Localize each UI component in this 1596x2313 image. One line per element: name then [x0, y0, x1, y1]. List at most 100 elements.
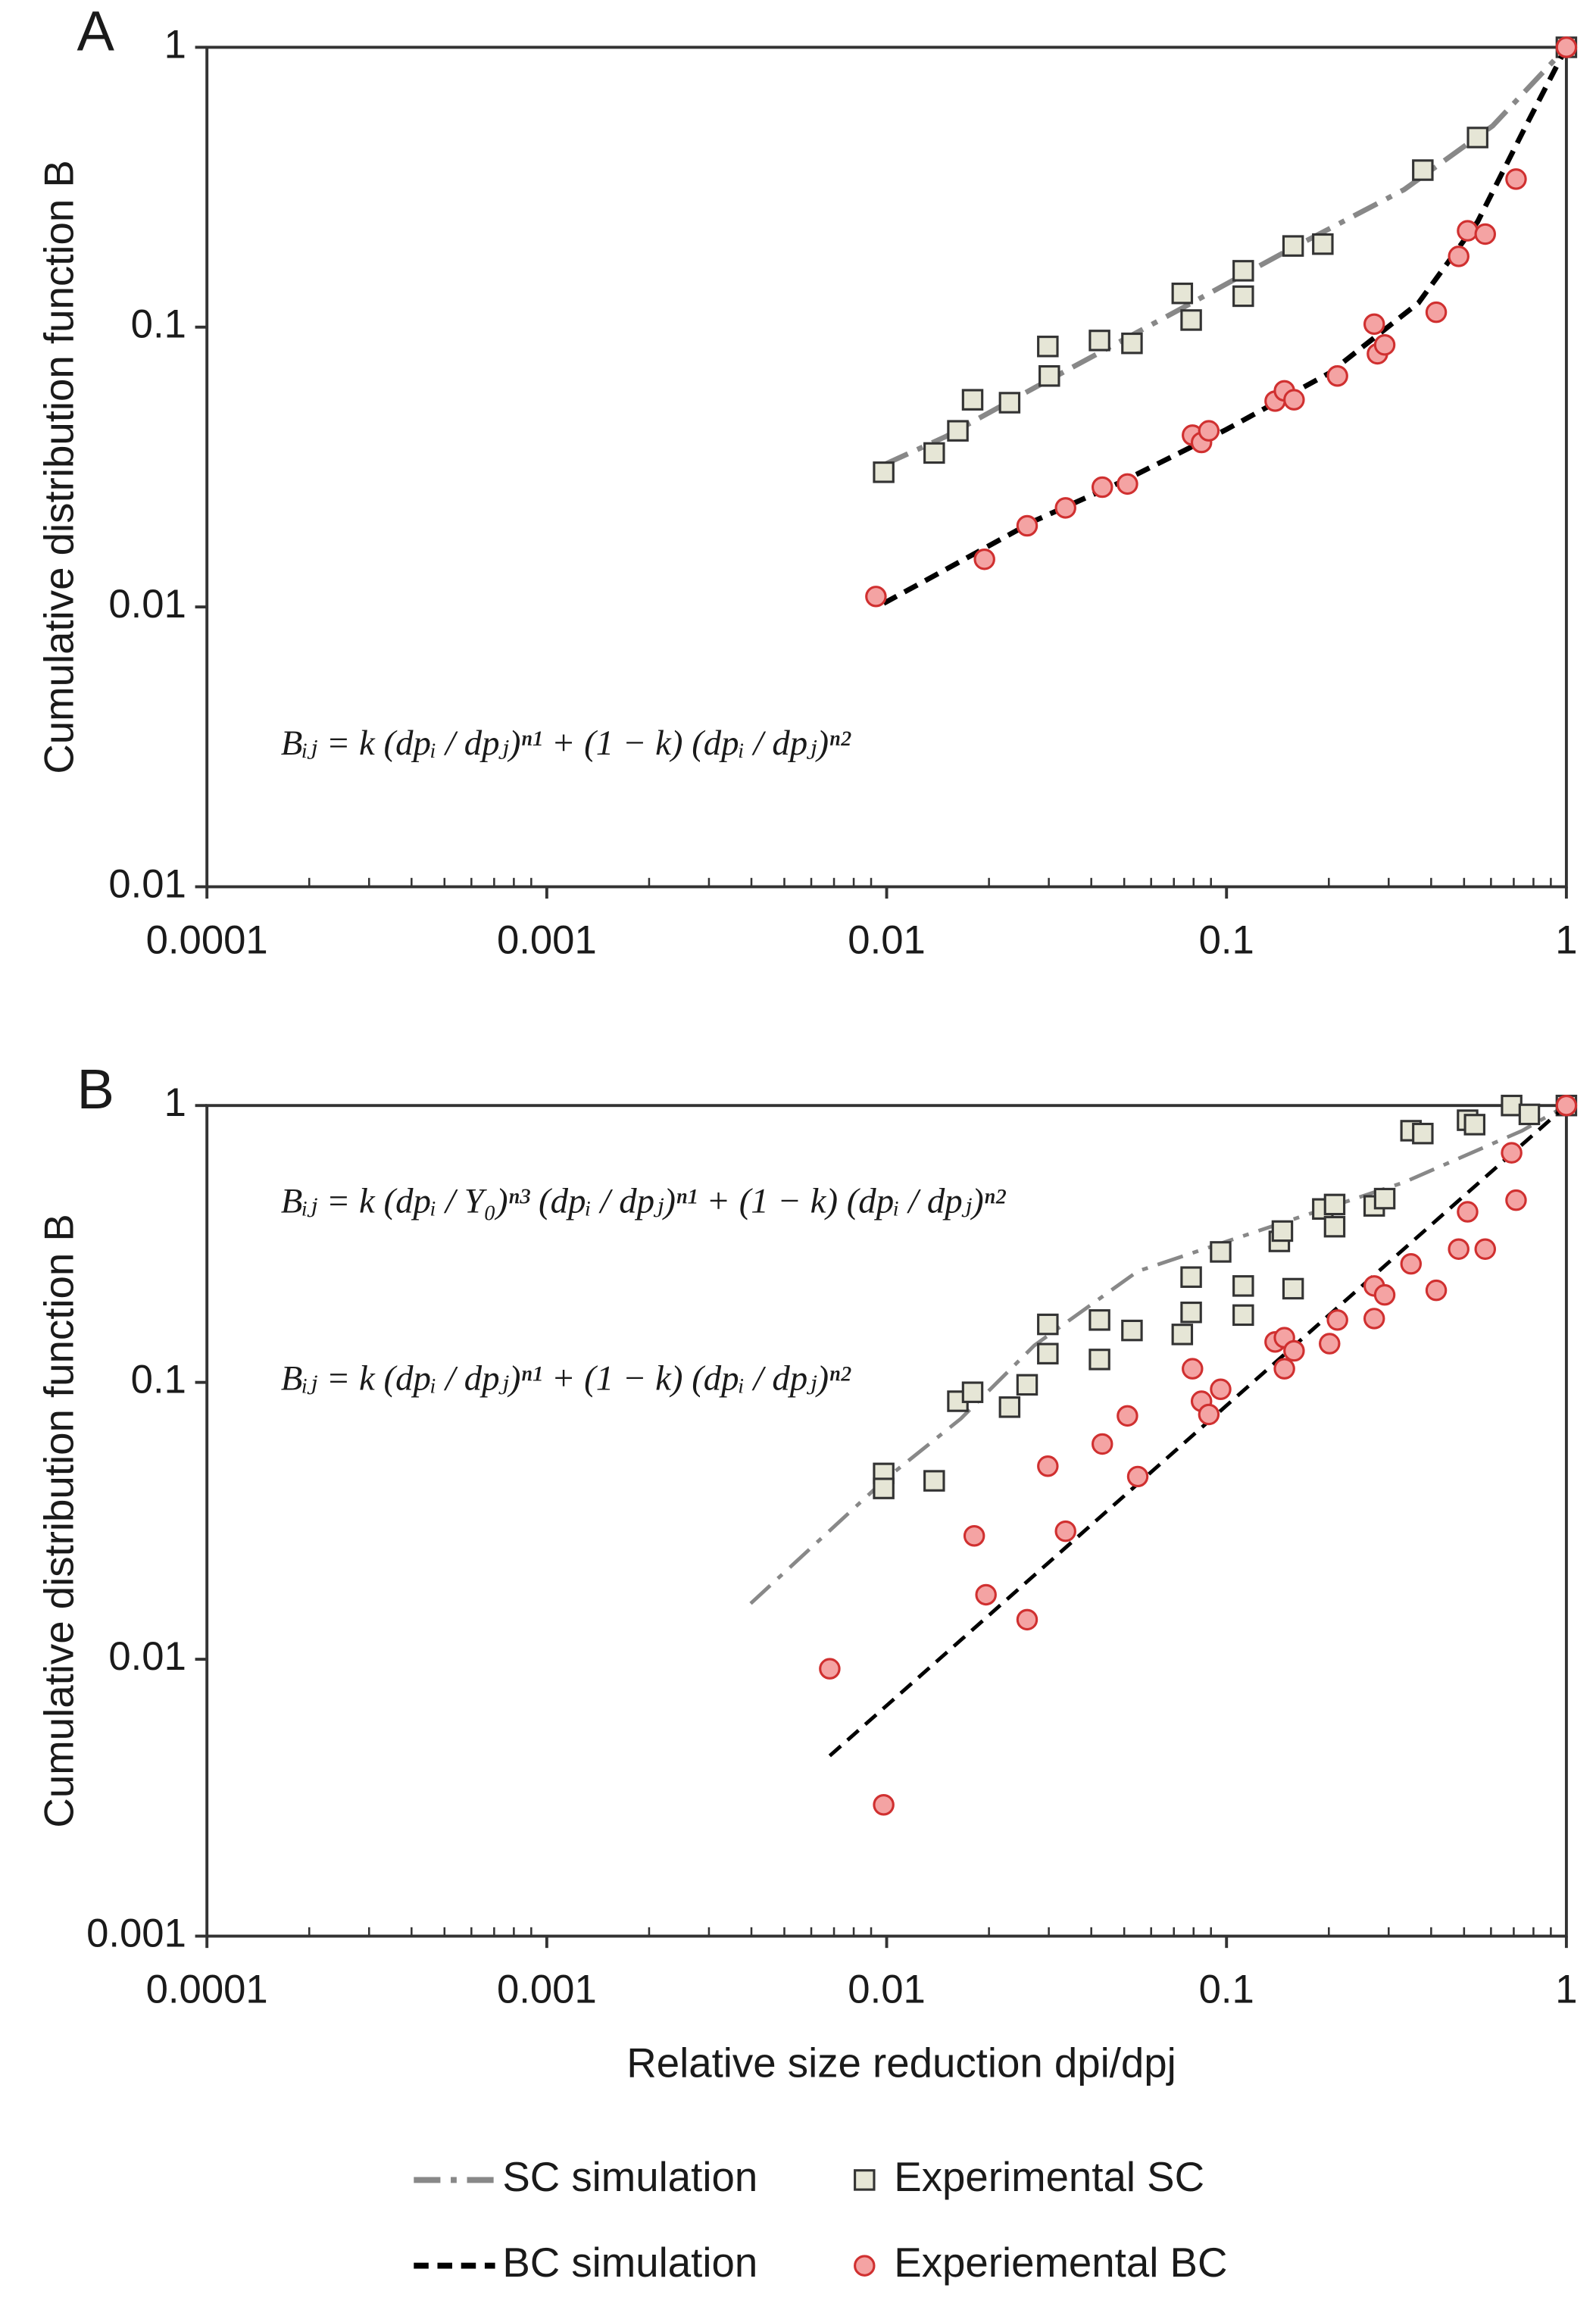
- bc-point: [1182, 1358, 1204, 1380]
- sc-point: [1037, 1342, 1059, 1364]
- x-tick-label: 0.01: [848, 918, 925, 963]
- bc-point: [973, 549, 995, 570]
- sc-point: [1088, 1349, 1110, 1371]
- legend-marker: [854, 2169, 876, 2191]
- bc-point: [963, 1525, 985, 1547]
- y-tick-label: 0.1: [131, 302, 186, 347]
- y-tick-label: 1: [164, 1080, 186, 1125]
- sc-point: [1232, 285, 1254, 308]
- bc-point: [1126, 1465, 1149, 1488]
- sc-point: [1463, 1114, 1486, 1136]
- equation: Bᵢⱼ = k (dpᵢ / dpⱼ)ⁿ¹ + (1 − k) (dpᵢ / d…: [281, 1359, 851, 1399]
- y-tick-label: 0.01: [108, 1634, 186, 1679]
- bc-point: [1210, 1378, 1232, 1401]
- bc-point: [1373, 333, 1396, 356]
- bc-point: [1283, 389, 1305, 411]
- bc-point: [1117, 473, 1138, 495]
- bc-point: [1555, 1094, 1578, 1117]
- y-tick-label: 0.001: [86, 1911, 186, 1955]
- bc-point: [1363, 313, 1385, 336]
- legend-marker: [854, 2255, 876, 2277]
- y-axis-title: Cumulative distribution function B: [36, 1214, 82, 1827]
- simulation-line: [882, 45, 1569, 606]
- bc-point: [1363, 1308, 1385, 1330]
- bc-point: [1457, 220, 1479, 242]
- sc-point: [961, 1381, 984, 1403]
- sc-point: [1232, 260, 1254, 282]
- y-tick-label: 0.01: [108, 861, 186, 906]
- sc-point: [1323, 1215, 1346, 1238]
- sc-point: [1037, 1313, 1059, 1336]
- sc-point: [961, 389, 984, 411]
- bc-point: [1319, 1333, 1341, 1355]
- sc-point: [1180, 1266, 1202, 1288]
- x-tick-label: 0.001: [497, 1968, 597, 2012]
- sc-point: [873, 1477, 895, 1499]
- panel-label: A: [77, 0, 115, 62]
- bc-point: [1016, 514, 1038, 537]
- sc-point: [1312, 233, 1334, 255]
- sc-point: [1180, 1302, 1202, 1324]
- bc-point: [865, 586, 887, 608]
- sc-point: [998, 392, 1021, 414]
- bc-point: [1198, 1403, 1220, 1426]
- x-tick-label: 1: [1555, 918, 1577, 963]
- equation: Bᵢⱼ = k (dpᵢ / dpⱼ)ⁿ¹ + (1 − k) (dpᵢ / d…: [281, 724, 851, 763]
- sc-point: [1121, 332, 1143, 355]
- sc-point: [1271, 1220, 1294, 1242]
- sc-point: [1171, 283, 1194, 305]
- sc-point: [1282, 235, 1304, 257]
- bc-point: [1448, 1238, 1470, 1260]
- panel-label: B: [77, 1058, 114, 1121]
- bc-point: [1501, 1142, 1523, 1164]
- sc-point: [1210, 1241, 1232, 1263]
- sc-point: [1412, 159, 1434, 181]
- sc-point: [998, 1396, 1021, 1418]
- bc-point: [1117, 1405, 1138, 1427]
- x-axis-title: Relative size reduction dpi/dpj: [626, 2040, 1176, 2086]
- x-tick-label: 0.0001: [146, 1968, 268, 2012]
- x-tick-label: 0.01: [848, 1968, 925, 2012]
- bc-point: [1505, 1189, 1527, 1211]
- sc-point: [1412, 1122, 1434, 1145]
- x-tick-label: 1: [1555, 1968, 1577, 2012]
- sc-point: [1373, 1187, 1396, 1210]
- y-tick-label: 0.01: [108, 582, 186, 627]
- sc-point: [1038, 365, 1060, 387]
- sc-point: [1232, 1304, 1254, 1327]
- bc-point: [1054, 497, 1076, 519]
- bc-point: [1474, 1238, 1496, 1260]
- bc-point: [1400, 1252, 1423, 1275]
- bc-point: [1273, 1358, 1295, 1380]
- bc-point: [1474, 223, 1496, 245]
- sc-point: [1180, 309, 1202, 331]
- y-tick-label: 1: [164, 22, 186, 67]
- legend-label: Experimental SC: [894, 2154, 1204, 2200]
- x-tick-label: 0.001: [497, 918, 597, 963]
- bc-point: [1555, 36, 1578, 58]
- sc-point: [1232, 1275, 1254, 1297]
- x-tick-label: 0.1: [1199, 918, 1254, 963]
- bc-point: [819, 1658, 841, 1680]
- bc-point: [1326, 365, 1348, 387]
- sc-point: [1121, 1319, 1143, 1342]
- bc-point: [873, 1794, 895, 1816]
- bc-point: [975, 1583, 997, 1606]
- bc-point: [1448, 245, 1470, 267]
- sc-point: [1088, 1309, 1110, 1331]
- equation: Bᵢⱼ = k (dpᵢ / Y₀)ⁿ³ (dpᵢ / dpⱼ)ⁿ¹ + (1 …: [281, 1182, 1007, 1221]
- sc-point: [1466, 127, 1488, 148]
- bc-point: [1091, 476, 1113, 499]
- bc-point: [1373, 1283, 1396, 1306]
- legend-label: SC simulation: [502, 2154, 757, 2200]
- simulation-line: [749, 1104, 1568, 1605]
- sc-point: [1088, 330, 1110, 352]
- sc-point: [947, 420, 969, 442]
- bc-point: [1326, 1309, 1348, 1331]
- sc-point: [923, 442, 945, 464]
- bc-point: [1054, 1520, 1076, 1543]
- x-tick-label: 0.0001: [146, 918, 268, 963]
- y-axis-title: Cumulative distribution function B: [36, 160, 82, 774]
- sc-point: [1037, 336, 1059, 358]
